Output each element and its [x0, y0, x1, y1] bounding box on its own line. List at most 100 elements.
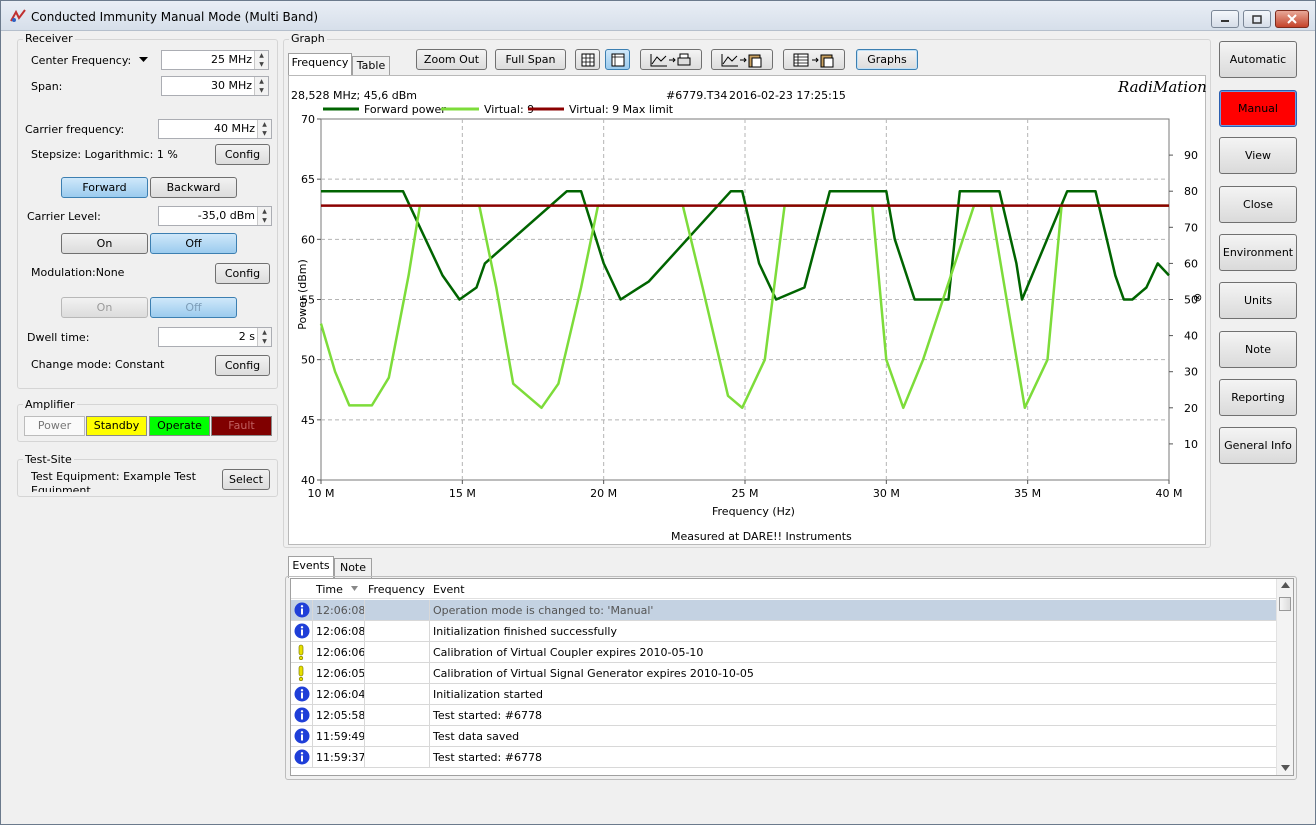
events-table[interactable]: Time Frequency Event 12:06:08 Operation m… — [290, 578, 1294, 776]
spin-down-icon[interactable]: ▼ — [262, 130, 267, 137]
amplifier-power-button[interactable]: Power — [24, 416, 85, 436]
span-input[interactable]: 30 MHz ▲ ▼ — [161, 76, 269, 96]
test-id: #6779.T34 — [666, 89, 728, 102]
scroll-thumb[interactable] — [1279, 597, 1291, 611]
grid-toggle-button[interactable] — [575, 49, 600, 70]
span-spinner[interactable]: ▲ ▼ — [254, 77, 268, 95]
event-row[interactable]: 12:06:08 Operation mode is changed to: 'M… — [291, 600, 1277, 621]
minimize-button[interactable] — [1211, 10, 1239, 28]
copy-table-button[interactable] — [783, 49, 845, 70]
modulation-config-button[interactable]: Config — [215, 263, 270, 284]
test-site-group-label: Test-Site — [23, 453, 74, 466]
column-divider — [429, 621, 430, 642]
close-window-button[interactable] — [1275, 10, 1309, 28]
spin-down-icon[interactable]: ▼ — [262, 338, 267, 345]
events-scrollbar[interactable] — [1276, 579, 1293, 775]
general-info-button[interactable]: General Info — [1219, 427, 1297, 464]
tab-frequency[interactable]: Frequency — [288, 53, 352, 75]
tab-note[interactable]: Note — [334, 558, 372, 578]
center-frequency-input[interactable]: 25 MHz ▲ ▼ — [161, 50, 269, 70]
event-row[interactable]: 12:06:05 Calibration of Virtual Signal Ge… — [291, 663, 1277, 684]
note-button[interactable]: Note — [1219, 331, 1297, 368]
carrier-level-spinner[interactable]: ▲ ▼ — [257, 207, 271, 225]
test-site-select-button[interactable]: Select — [222, 469, 270, 490]
event-time: 11:59:49 — [316, 730, 366, 743]
carrier-off-button[interactable]: Off — [150, 233, 237, 254]
reporting-button[interactable]: Reporting — [1219, 379, 1297, 416]
full-span-button[interactable]: Full Span — [495, 49, 566, 70]
view-button[interactable]: View — [1219, 137, 1297, 174]
close-button[interactable]: Close — [1219, 186, 1297, 223]
event-row-partial — [291, 768, 1277, 775]
spin-up-icon[interactable]: ▲ — [262, 208, 267, 215]
legend-label: Virtual: 9 Max limit — [569, 103, 674, 116]
maximize-button[interactable] — [1243, 10, 1271, 28]
cursor-readout: 28,528 MHz; 45,6 dBm — [291, 89, 417, 102]
environment-button[interactable]: Environment — [1219, 234, 1297, 271]
scroll-down-icon[interactable] — [1281, 765, 1290, 771]
column-time[interactable]: Time — [316, 583, 343, 596]
forward-button[interactable]: Forward — [61, 177, 148, 198]
event-text: Test data saved — [433, 730, 520, 743]
dwell-time-spinner[interactable]: ▲ ▼ — [257, 328, 271, 346]
sort-arrow-icon[interactable] — [351, 586, 358, 591]
x-tick-label: 35 M — [1014, 487, 1041, 500]
warning-icon — [298, 644, 304, 660]
carrier-on-button[interactable]: On — [61, 233, 148, 254]
event-row[interactable]: 11:59:49 Test data saved — [291, 726, 1277, 747]
info-icon — [294, 707, 310, 723]
change-mode-config-button[interactable]: Config — [215, 355, 270, 376]
center-frequency-spinner[interactable]: ▲ ▼ — [254, 51, 268, 69]
amplifier-operate-indicator: Operate — [149, 416, 210, 436]
spin-up-icon[interactable]: ▲ — [262, 121, 267, 128]
event-row[interactable]: 12:06:04 Initialization started — [291, 684, 1277, 705]
event-row[interactable]: 11:59:37 Test started: #6778 — [291, 747, 1277, 768]
units-button[interactable]: Units — [1219, 282, 1297, 319]
manual-button[interactable]: Manual — [1219, 90, 1297, 127]
y2-axis-marker-icon: ⊗ — [1193, 291, 1203, 304]
graph-clipboard-icon — [721, 54, 762, 68]
backward-button[interactable]: Backward — [150, 177, 237, 198]
spin-down-icon[interactable]: ▼ — [262, 217, 267, 224]
column-divider — [429, 705, 430, 726]
spin-up-icon[interactable]: ▲ — [259, 78, 264, 85]
event-row[interactable]: 12:05:58 Test started: #6778 — [291, 705, 1277, 726]
test-site-group — [17, 459, 278, 497]
spin-up-icon[interactable]: ▲ — [262, 329, 267, 336]
radimation-logo: RadiMation — [1118, 78, 1207, 96]
spin-up-icon[interactable]: ▲ — [259, 52, 264, 59]
copy-graph-button[interactable] — [711, 49, 773, 70]
table-view-button[interactable] — [605, 49, 630, 70]
dropdown-arrow-icon[interactable] — [139, 57, 148, 63]
y2-tick-label: 60 — [1184, 257, 1198, 270]
graphs-button[interactable]: Graphs — [856, 49, 918, 70]
tab-events[interactable]: Events — [288, 556, 334, 578]
carrier-level-input[interactable]: -35,0 dBm ▲ ▼ — [158, 206, 272, 226]
minimize-icon — [1221, 20, 1229, 22]
spin-down-icon[interactable]: ▼ — [259, 87, 264, 94]
zoom-out-button[interactable]: Zoom Out — [416, 49, 487, 70]
scroll-up-icon[interactable] — [1281, 582, 1290, 588]
events-header: Time Frequency Event — [291, 579, 1277, 599]
event-row[interactable]: 12:06:08 Initialization finished successf… — [291, 621, 1277, 642]
spin-down-icon[interactable]: ▼ — [259, 61, 264, 68]
event-text: Initialization finished successfully — [433, 625, 617, 638]
x-tick-label: 15 M — [449, 487, 476, 500]
automatic-button[interactable]: Automatic — [1219, 41, 1297, 78]
carrier-frequency-input[interactable]: 40 MHz ▲ ▼ — [158, 119, 272, 139]
print-graph-button[interactable] — [640, 49, 702, 70]
x-tick-label: 25 M — [732, 487, 759, 500]
tab-table[interactable]: Table — [352, 56, 390, 76]
carrier-frequency-spinner[interactable]: ▲ ▼ — [257, 120, 271, 138]
modulation-on-button[interactable]: On — [61, 297, 148, 318]
frequency-plot[interactable]: 28,528 MHz; 45,6 dBm #6779.T34 2016-02-2… — [288, 75, 1207, 545]
dwell-time-input[interactable]: 2 s ▲ ▼ — [158, 327, 272, 347]
event-row[interactable]: 12:06:06 Calibration of Virtual Coupler e… — [291, 642, 1277, 663]
column-frequency[interactable]: Frequency — [368, 583, 425, 596]
app-icon — [10, 9, 26, 22]
modulation-off-button[interactable]: Off — [150, 297, 237, 318]
info-icon — [294, 686, 310, 702]
column-event[interactable]: Event — [433, 583, 465, 596]
stepsize-config-button[interactable]: Config — [215, 144, 270, 165]
column-divider — [312, 726, 313, 747]
